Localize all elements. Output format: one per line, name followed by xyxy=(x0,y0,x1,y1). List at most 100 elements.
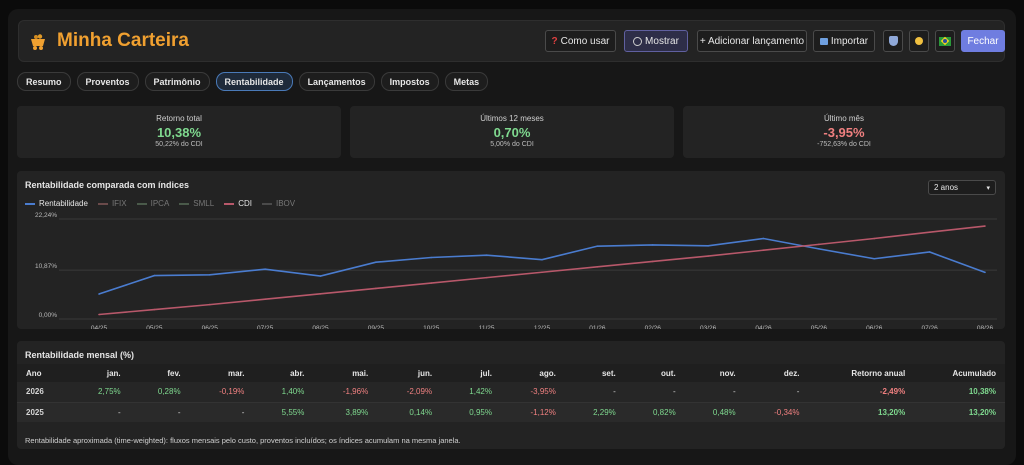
tab-metas[interactable]: Metas xyxy=(444,72,489,91)
question-icon: ? xyxy=(551,35,558,47)
data-point-rentabilidade xyxy=(485,254,488,256)
inbox-icon xyxy=(819,37,828,45)
data-point-cdi xyxy=(541,271,543,274)
table-cell: - xyxy=(564,382,625,402)
table-row: 2025- - -5,55% 3,89% 0,14% 0,95% -1,12% 2,29% 0,… xyxy=(17,401,1005,422)
table-cell: - xyxy=(624,382,685,402)
data-point-rentabilidade xyxy=(375,261,377,264)
data-point-cdi xyxy=(873,237,876,240)
data-point-cdi xyxy=(375,287,377,290)
legend-swatch xyxy=(179,202,190,205)
table-row: 2026 2,75% 0,28% -0,19% 1,40% -1,96% -2,09% 1,4… xyxy=(17,382,1005,402)
data-point-cdi xyxy=(153,308,156,311)
tab-impostos[interactable]: Impostos xyxy=(380,72,439,91)
legend-item-ibov[interactable]: IBOV xyxy=(261,199,296,208)
column-header: fev. xyxy=(129,364,190,382)
kpi-last-month: Último mês -3,95% -752,63% do CDI xyxy=(683,106,1005,158)
x-tick-label: 11/25 xyxy=(479,325,495,329)
table-cell: 2,75% xyxy=(69,382,130,402)
table-cell: - xyxy=(69,401,130,422)
table-cell: - xyxy=(684,382,745,402)
data-point-cdi xyxy=(208,303,211,306)
x-tick-label: 04/25 xyxy=(91,325,108,329)
column-header: ago. xyxy=(500,364,565,382)
period-select[interactable]: 2 anos ▾ xyxy=(928,180,996,195)
data-point-cdi xyxy=(651,260,654,263)
table-cell: 0,82% xyxy=(624,401,685,422)
import-button[interactable]: Importar xyxy=(813,30,875,52)
theme-toggle-button[interactable] xyxy=(909,30,929,52)
language-button[interactable] xyxy=(935,30,955,52)
data-point-cdi xyxy=(762,249,765,252)
table-cell: 0,95% xyxy=(441,401,501,422)
add-entry-button[interactable]: + Adicionar lançamento xyxy=(697,30,807,52)
show-values-button[interactable]: Mostrar xyxy=(624,30,688,52)
year-cell: 2026 xyxy=(17,382,70,402)
table-cell: 3,89% xyxy=(313,401,378,422)
data-point-rentabilidade xyxy=(208,274,211,276)
table-cell: -3,95% xyxy=(500,382,565,402)
brazil-flag-icon xyxy=(939,36,951,46)
tab-lancamentos[interactable]: Lançamentos xyxy=(298,72,375,91)
x-tick-label: 07/25 xyxy=(257,325,274,329)
column-header: jun. xyxy=(377,364,442,382)
year-cell: 2025 xyxy=(17,401,70,422)
table-cell: 2,29% xyxy=(564,401,625,422)
legend-label: CDI xyxy=(238,199,252,208)
column-header: mar. xyxy=(189,364,254,382)
x-tick-label: 01/26 xyxy=(589,325,606,329)
mine-cart-icon xyxy=(31,34,45,50)
close-button[interactable]: Fechar xyxy=(961,30,1005,52)
column-header: Acumulado xyxy=(914,364,1005,382)
column-header: mai. xyxy=(313,364,378,382)
table-cell: - xyxy=(129,401,190,422)
tab-resumo[interactable]: Resumo xyxy=(17,72,71,91)
legend-item-cdi[interactable]: CDI xyxy=(224,199,252,208)
table-cell: - xyxy=(189,401,254,422)
app-title: Minha Carteira xyxy=(57,30,189,51)
legend-item-ifix[interactable]: IFIX xyxy=(97,199,127,208)
table-header-row: Ano jan. fev. mar. abr. mai. jun. jul. ago. set. o… xyxy=(17,364,1005,382)
x-tick-label: 12/25 xyxy=(534,325,551,329)
data-point-rentabilidade xyxy=(707,245,709,247)
legend-item-rentabilidade[interactable]: Rentabilidade xyxy=(25,199,88,208)
eye-icon xyxy=(633,36,643,46)
data-point-cdi xyxy=(984,225,986,227)
tab-bar: Resumo Proventos Patrimônio Rentabilidade La… xyxy=(17,72,489,91)
data-point-rentabilidade xyxy=(596,245,599,247)
monthly-returns-card: Rentabilidade mensal (%) Ano jan. fev. mar.… xyxy=(17,341,1005,449)
data-point-cdi xyxy=(928,231,931,234)
x-tick-label: 09/25 xyxy=(368,325,385,329)
chevron-down-icon: ▾ xyxy=(986,184,990,192)
shield-button[interactable] xyxy=(883,30,903,52)
legend-item-smll[interactable]: SMLL xyxy=(179,199,214,208)
column-header: abr. xyxy=(253,364,314,382)
data-point-rentabilidade xyxy=(430,256,433,259)
how-to-use-button[interactable]: ? Como usar xyxy=(545,30,616,52)
data-point-rentabilidade xyxy=(984,271,986,274)
comparison-chart-card: Rentabilidade comparada com índices 2 an… xyxy=(17,171,1005,329)
data-point-cdi xyxy=(596,266,599,268)
tab-rentabilidade[interactable]: Rentabilidade xyxy=(215,72,293,91)
series-line-rentabilidade xyxy=(98,237,986,295)
legend-item-ipca[interactable]: IPCA xyxy=(136,199,169,208)
x-tick-label: 06/25 xyxy=(202,325,219,329)
x-tick-label: 07/26 xyxy=(921,325,938,329)
table-footnote: Rentabilidade aproximada (time-weighted)… xyxy=(25,436,461,445)
data-point-rentabilidade xyxy=(264,268,266,270)
app-header: Minha Carteira ? Como usar Mostrar + Adi… xyxy=(18,20,1005,62)
kpi-last-12-months: Últimos 12 meses 0,70% 5,00% do CDI xyxy=(350,106,674,158)
x-tick-label: 05/26 xyxy=(811,325,828,329)
table-cell: 1,40% xyxy=(253,382,314,402)
tab-proventos[interactable]: Proventos xyxy=(76,72,139,91)
legend-swatch xyxy=(97,202,108,205)
legend-label: IBOV xyxy=(275,199,296,208)
table-cell: 10,38% xyxy=(914,382,1005,402)
table-cell: -0,19% xyxy=(189,382,254,402)
table-cell: -0,34% xyxy=(744,401,809,422)
x-tick-label: 05/25 xyxy=(146,325,163,329)
tab-patrimonio[interactable]: Patrimônio xyxy=(144,72,210,91)
comparison-line-chart: 22,24% 10,87% 0,00% 04/25 05/25 06/25 07/25 08/… xyxy=(35,212,997,329)
table-cell: -1,12% xyxy=(500,401,565,422)
chart-title: Rentabilidade comparada com índices xyxy=(25,180,190,190)
